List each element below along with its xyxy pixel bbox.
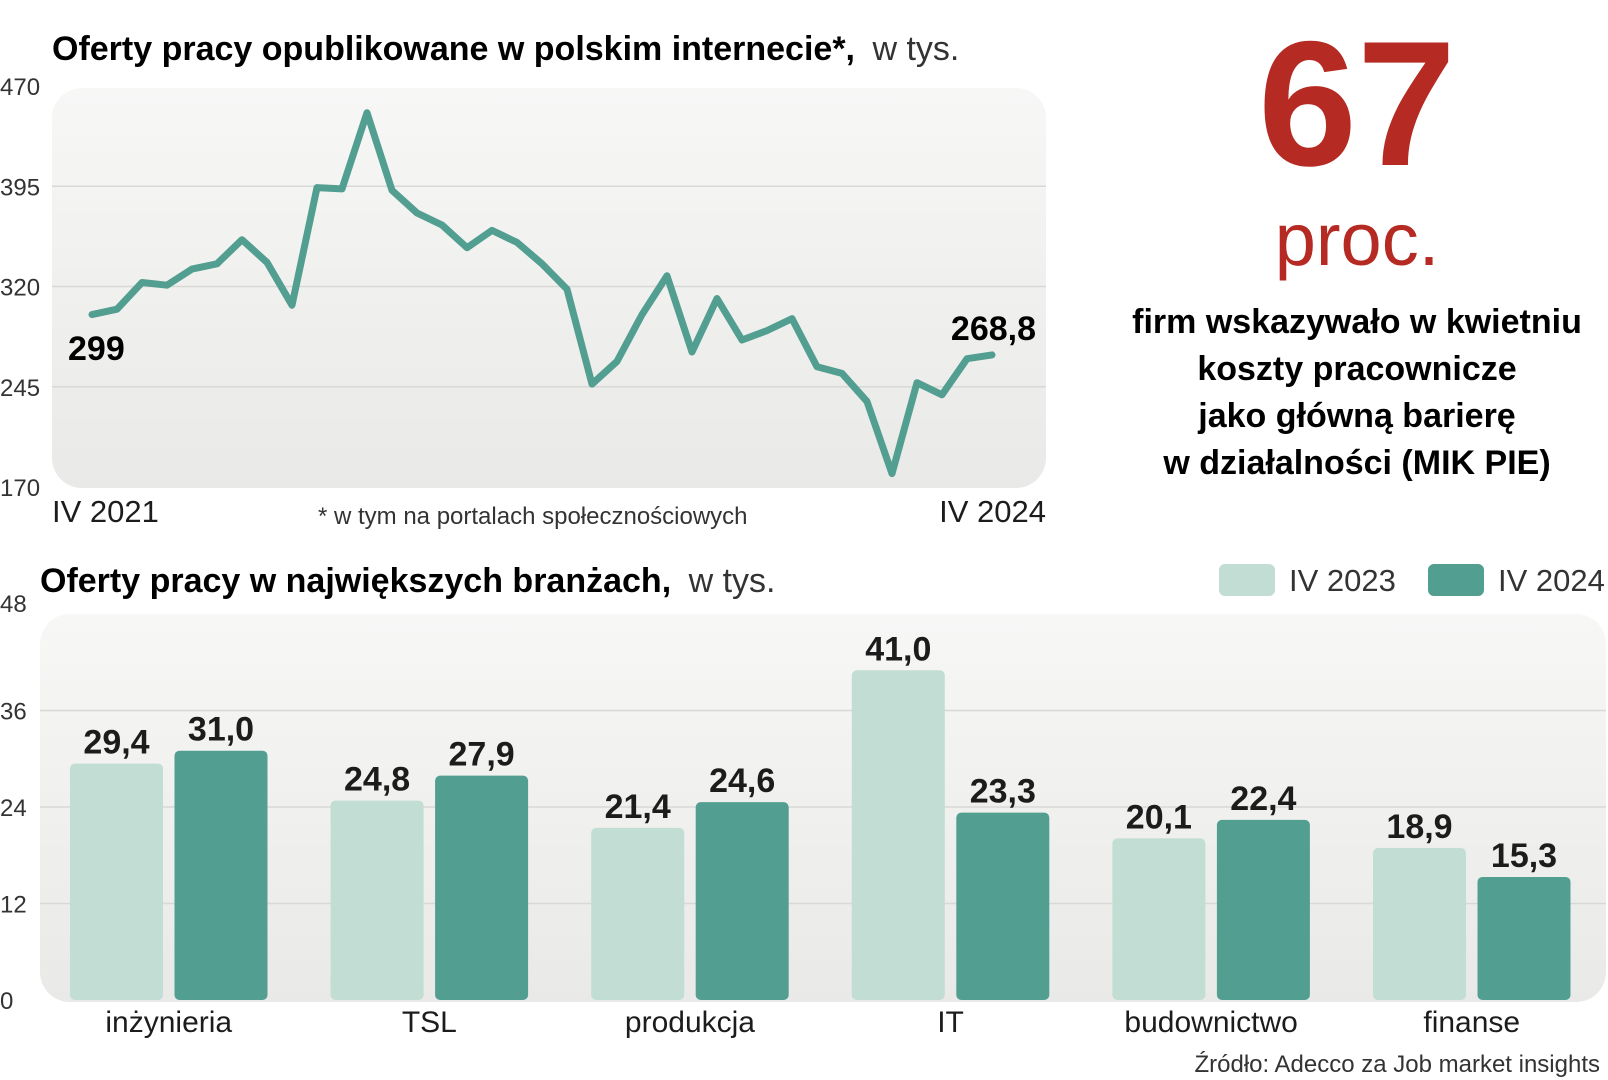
bar-value-label: 15,3 <box>1491 837 1557 875</box>
bar-value-label: 22,4 <box>1230 780 1296 818</box>
line-chart-y-ticks: 470 395 320 245 170 <box>0 74 40 502</box>
bar-value-label: 31,0 <box>188 711 254 749</box>
bar-y-tick-label: 48 <box>0 591 27 618</box>
legend-swatch-iv2023 <box>1219 564 1275 596</box>
bar-value-label: 23,3 <box>970 773 1036 811</box>
bar-value-label: 27,9 <box>449 736 515 774</box>
bar-category-label: TSL <box>402 1006 457 1039</box>
line-series <box>88 109 996 478</box>
bar-iv2023 <box>851 670 945 1000</box>
bar-value-label: 29,4 <box>83 724 149 762</box>
legend-label-iv2024: IV 2024 <box>1498 563 1605 598</box>
stat-line-3: jako główną barierę <box>1197 397 1515 435</box>
source-note: Źródło: Adecco za Job market insights <box>1194 1051 1600 1078</box>
bar-y-tick-label: 12 <box>0 892 27 919</box>
bar-value-label: 18,9 <box>1386 808 1452 846</box>
line-chart-title-unit: w tys. <box>871 30 959 68</box>
bar-chart-bars: 29,4 31,0 24,8 27,9 21,4 24,6 41,0 23,3 20,1 22,4… <box>70 630 1571 1000</box>
bar-value-label: 41,0 <box>865 630 931 668</box>
line-x-start-label: IV 2021 <box>52 494 159 529</box>
line-chart-panel <box>52 88 1046 488</box>
legend-label-iv2023: IV 2023 <box>1289 563 1396 598</box>
bar-value-label: 21,4 <box>605 788 671 826</box>
bar-chart-gridlines <box>40 709 1606 905</box>
bar-iv2023 <box>591 827 685 1000</box>
bar-chart-title-unit: w tys. <box>688 562 776 600</box>
bar-value-label: 24,6 <box>709 762 775 800</box>
line-chart-title: Oferty pracy opublikowane w polskim inte… <box>52 30 959 68</box>
bar-value-label: 20,1 <box>1126 798 1192 836</box>
bar-chart-panel <box>40 614 1606 1002</box>
stat-line-1: firm wskazywało w kwietniu <box>1132 303 1582 341</box>
stat-unit: proc. <box>1275 198 1440 281</box>
bar-category-label: produkcja <box>625 1006 755 1039</box>
stat-number: 67 <box>1258 4 1456 203</box>
bar-chart-title-main: Oferty pracy w największych branżach, <box>40 562 671 600</box>
line-chart: Oferty pracy opublikowane w polskim inte… <box>0 30 1046 530</box>
stat-line-2: koszty pracownicze <box>1197 350 1516 388</box>
line-y-tick-label: 245 <box>0 375 40 402</box>
bar-category-label: budownictwo <box>1124 1006 1297 1039</box>
line-y-tick-label: 395 <box>0 174 40 201</box>
bar-iv2023 <box>1373 848 1466 1000</box>
line-chart-gridlines <box>52 185 1046 388</box>
line-y-tick-label: 470 <box>0 74 40 101</box>
stat-line-4: w działalności (MIK PIE) <box>1162 444 1550 482</box>
bar-value-label: 24,8 <box>344 761 410 799</box>
bar-chart-title: Oferty pracy w największych branżach, w … <box>40 562 776 600</box>
line-y-tick-label: 320 <box>0 275 40 302</box>
bar-iv2024 <box>435 775 529 1000</box>
bar-y-tick-label: 24 <box>0 795 27 822</box>
line-footnote: * w tym na portalach społecznościowych <box>318 503 748 530</box>
bar-iv2024 <box>1216 819 1310 1000</box>
bar-iv2024 <box>956 812 1050 1000</box>
bar-chart-x-labels: inżynieria TSL produkcja IT budownictwo finan… <box>105 1006 1520 1039</box>
line-end-value-label: 268,8 <box>951 310 1036 348</box>
bar-chart-y-ticks: 48 36 24 12 0 <box>0 591 27 1015</box>
bar-iv2023 <box>1112 838 1206 1000</box>
legend-swatch-iv2024 <box>1428 564 1484 596</box>
bar-category-label: inżynieria <box>105 1006 232 1039</box>
bar-chart: Oferty pracy w największych branżach, w … <box>0 562 1606 1039</box>
line-y-tick-label: 170 <box>0 475 40 502</box>
bar-y-tick-label: 0 <box>0 988 13 1015</box>
line-start-value-label: 299 <box>68 330 125 368</box>
bar-iv2024 <box>695 802 789 1000</box>
line-chart-title-main: Oferty pracy opublikowane w polskim inte… <box>52 30 855 68</box>
bar-iv2024 <box>174 750 268 1000</box>
bar-iv2024 <box>1477 876 1571 1000</box>
bar-category-label: IT <box>937 1006 964 1039</box>
bar-category-label: finanse <box>1423 1006 1520 1039</box>
line-x-end-label: IV 2024 <box>939 494 1046 529</box>
bar-y-tick-label: 36 <box>0 699 27 726</box>
bar-legend: IV 2023 IV 2024 <box>1219 563 1605 598</box>
stat-block: 67 proc. firm wskazywało w kwietniu kosz… <box>1132 4 1582 482</box>
bar-iv2023 <box>330 800 424 1000</box>
bar-iv2023 <box>70 763 163 1000</box>
